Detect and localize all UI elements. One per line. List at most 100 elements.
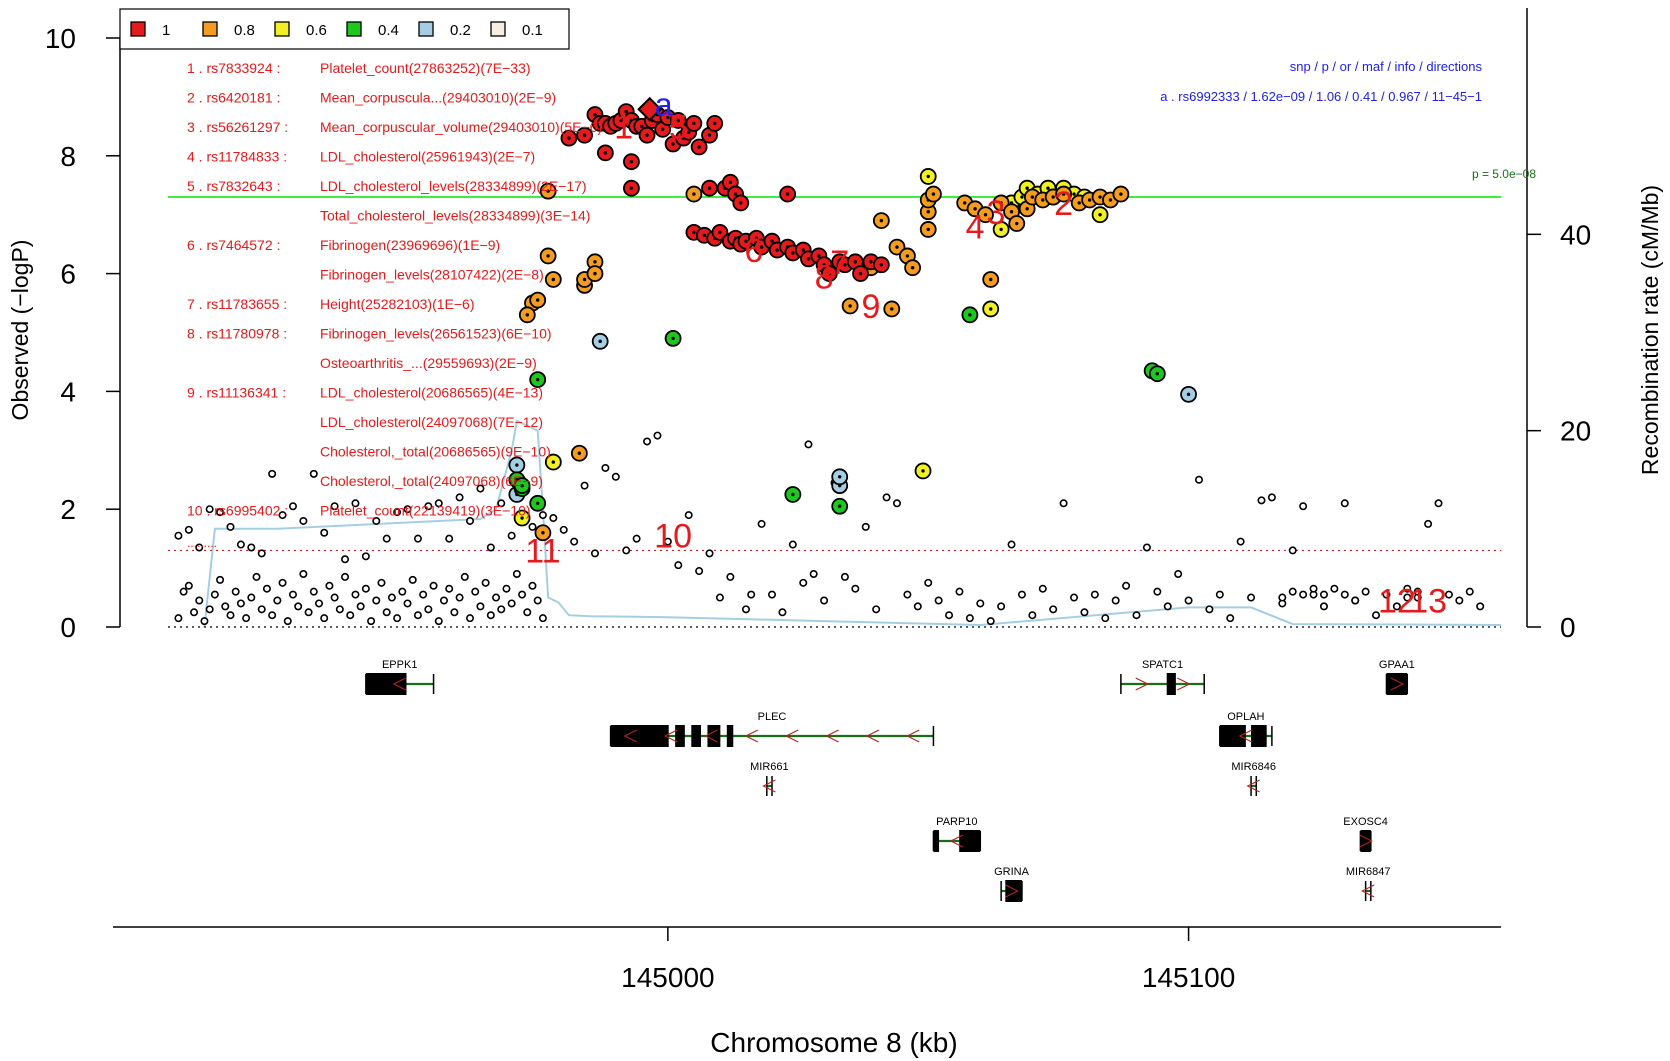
snp-point (408, 575, 417, 584)
snp-point (351, 499, 360, 508)
legend-swatch (490, 21, 506, 37)
snp-point (695, 567, 704, 576)
strand-arrow (1360, 884, 1375, 898)
snp-point-center (593, 260, 597, 264)
gene-exon (933, 830, 940, 852)
snp-point (1319, 590, 1328, 599)
snp-point (398, 587, 407, 596)
snp-point-center (577, 451, 582, 455)
snp-point-center (535, 377, 540, 382)
snp-point (382, 534, 391, 543)
snp-point (1059, 499, 1068, 508)
y-tick-label-left: 2 (60, 494, 76, 525)
gene-exon (707, 725, 721, 747)
snp-point-center (535, 501, 540, 506)
threshold-lines (168, 196, 1501, 628)
snp-point (663, 537, 672, 546)
snp-point-center (640, 124, 644, 129)
annotation-trait: Fibrinogen(23969696)(1E−9) (320, 237, 500, 253)
gene-oplah: OPLAH (1219, 711, 1273, 747)
annotation-snp: 3 . rs56261297 : (187, 119, 288, 135)
lead-snp-label: a (655, 86, 673, 122)
y-tick-label-right: 0 (1560, 612, 1576, 643)
snp-point-center (926, 174, 930, 179)
snp-point (622, 546, 631, 555)
annotation-trait: Total_cholesterol_levels(28334899)(3E−14… (320, 208, 590, 224)
snp-point-center (879, 218, 884, 223)
legend-label: 0.6 (306, 22, 327, 39)
strand-arrow (623, 729, 638, 743)
snp-point (528, 522, 537, 531)
x-tick-label: 145100 (1142, 962, 1235, 993)
snp-point (507, 599, 516, 608)
snp-point-center (1098, 213, 1102, 217)
y-tick-label-left: 4 (60, 376, 76, 407)
snp-point (1205, 605, 1214, 614)
snp-point (190, 608, 199, 617)
gene-exon (1005, 880, 1022, 902)
recombination-rate-line (203, 419, 1502, 628)
snp-point-center (624, 109, 628, 114)
snp-point-center (697, 145, 701, 149)
snp-point-center (692, 230, 696, 235)
snp-point-center (593, 271, 597, 276)
snp-point (268, 611, 277, 620)
snp-point-center (827, 271, 831, 276)
snp-point (419, 590, 428, 599)
snp-point (413, 611, 422, 620)
snp-point-center (702, 233, 707, 238)
snp-point (502, 584, 511, 593)
snp-point-center (629, 186, 634, 190)
annotation-more: ......... (187, 536, 217, 550)
snp-point-center (515, 463, 519, 467)
snp-point-center (869, 260, 873, 264)
snp-point (840, 572, 849, 581)
snp-point (315, 599, 324, 608)
annotation-snp: 2 . rs6420181 : (187, 90, 280, 106)
annotation-trait: Height(25282103)(1E−6) (320, 296, 475, 312)
snp-point (549, 514, 558, 523)
gene-exon (1386, 673, 1408, 695)
snp-point-center (843, 263, 847, 267)
legend-label: 0.2 (450, 22, 471, 39)
snp-point (1424, 519, 1433, 528)
snp-point (653, 431, 662, 440)
snp-point-center (1025, 207, 1029, 211)
snp-number-label: 5 (669, 108, 688, 146)
snp-point-center (1186, 392, 1191, 397)
strand-arrow (1135, 677, 1149, 691)
snp-point-center (718, 230, 722, 235)
strand-arrow (865, 729, 880, 743)
snp-point-center (671, 142, 675, 146)
snp-point (1007, 540, 1016, 549)
snp-number-label: 1 (614, 108, 633, 146)
snp-point-center (1077, 201, 1081, 205)
snp-point-center (1108, 198, 1113, 202)
gene-mir6846: MIR6846 (1231, 761, 1276, 796)
snp-point-center (728, 180, 733, 185)
snp-point (346, 611, 355, 620)
gene-exon (675, 725, 685, 747)
strand-arrow (704, 729, 718, 743)
snp-point (1215, 590, 1224, 599)
snp-point-center (1051, 195, 1055, 199)
snp-point-center (1009, 210, 1014, 214)
snp-point-center (838, 504, 842, 508)
snp-number-label: 6 (744, 232, 763, 270)
gene-exon (691, 725, 701, 747)
snp-point-center (744, 239, 748, 243)
snp-point-center (999, 227, 1003, 232)
snp-point (788, 540, 797, 549)
snp-point (205, 605, 214, 614)
annotation-trait: LDL_cholesterol(20686565)(4E−13) (320, 385, 543, 401)
snp-point-center (1061, 192, 1066, 196)
snp-point (216, 575, 225, 584)
info-line: a . rs6992333 / 1.62e−09 / 1.06 / 0.41 /… (1160, 89, 1482, 104)
snp-point-center (1025, 186, 1029, 190)
legend-label: 0.1 (522, 22, 543, 39)
snp-point (304, 608, 313, 617)
gene-exon (610, 725, 669, 747)
snp-point (1330, 584, 1339, 593)
snp-number-label: 11 (525, 532, 560, 570)
snp-point (684, 511, 693, 520)
